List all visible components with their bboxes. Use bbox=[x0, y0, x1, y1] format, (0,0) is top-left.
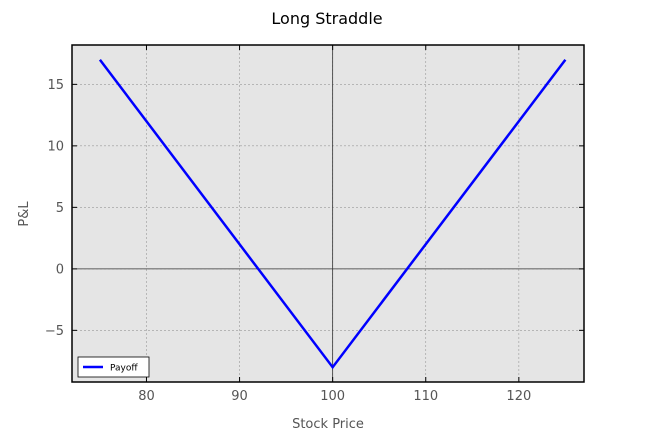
y-axis-ticks: −5 0 5 10 15 bbox=[45, 78, 584, 339]
x-tick-label: 120 bbox=[506, 389, 531, 404]
reference-lines bbox=[72, 45, 584, 382]
x-tick-label: 110 bbox=[413, 389, 438, 404]
y-tick-label: 5 bbox=[56, 201, 64, 216]
y-tick-label: 0 bbox=[56, 262, 64, 277]
x-tick-label: 90 bbox=[231, 389, 248, 404]
x-axis-ticks: 80 90 100 110 120 bbox=[138, 45, 531, 404]
series-layer bbox=[98, 59, 567, 370]
y-tick-label: 10 bbox=[47, 139, 64, 154]
y-tick-label: 15 bbox=[47, 78, 64, 93]
plot-frame bbox=[71, 44, 585, 383]
x-tick-label: 80 bbox=[138, 389, 155, 404]
y-axis-label: P&L bbox=[17, 201, 32, 227]
plot-area bbox=[72, 45, 584, 382]
chart-title: Long Straddle bbox=[271, 9, 382, 28]
legend-label: Payoff bbox=[110, 364, 138, 374]
x-axis-label: Stock Price bbox=[292, 417, 364, 432]
legend: Payoff bbox=[77, 356, 150, 378]
y-tick-label: −5 bbox=[45, 324, 64, 339]
series-line bbox=[98, 59, 567, 370]
x-tick-label: 100 bbox=[320, 389, 345, 404]
legend-box bbox=[77, 356, 150, 378]
